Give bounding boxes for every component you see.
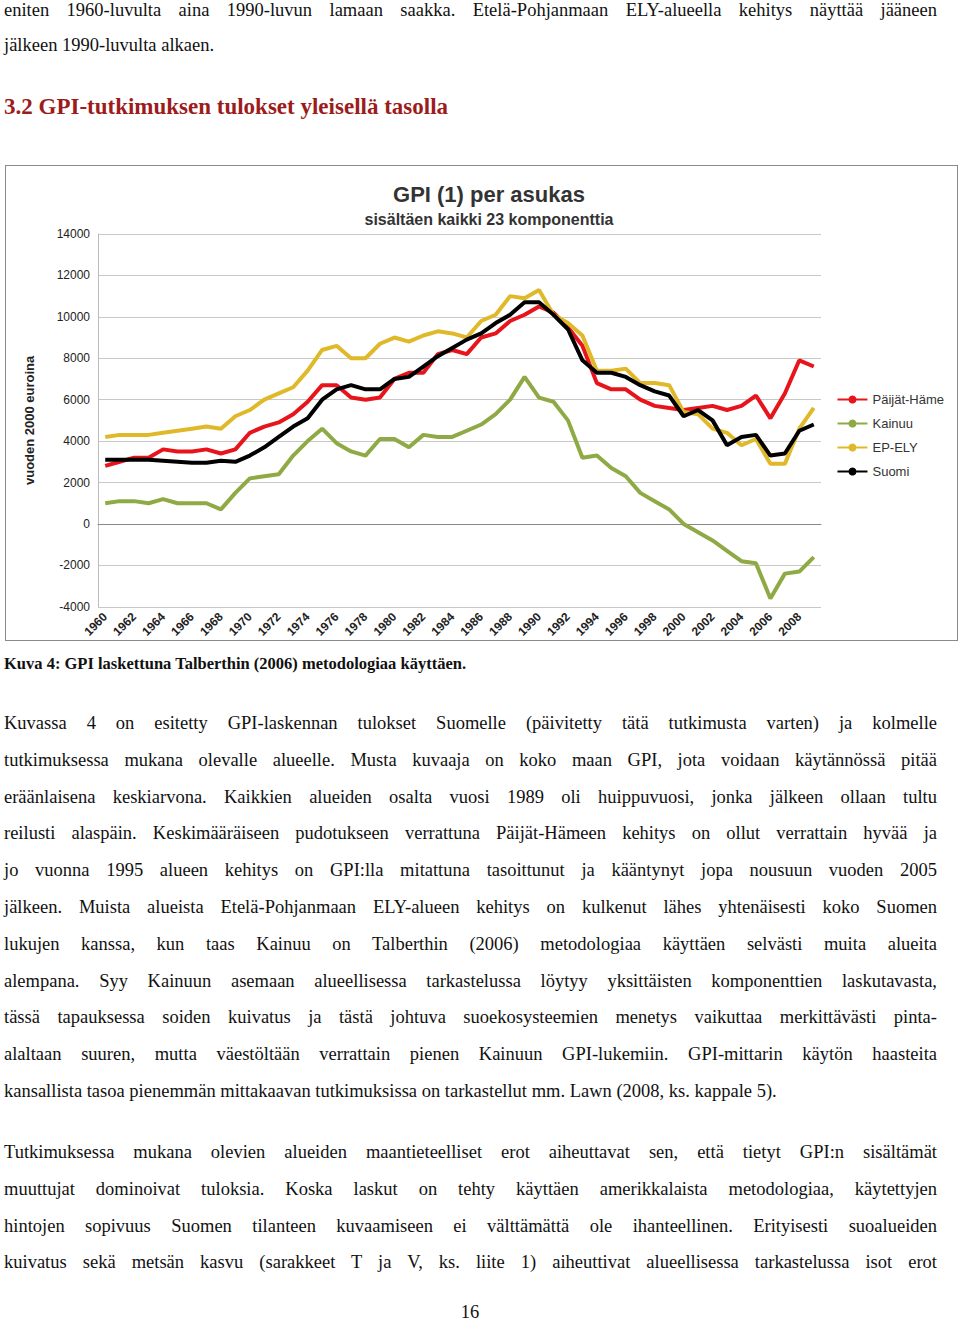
svg-text:1974: 1974 [284,610,313,639]
html-text:reilusti alaspäin. Keskimääräi: reilusti alaspäin. Keskimääräiseen pudot… [4,823,937,844]
html-text:Kuva 4: GPI laskettuna Talbert: Kuva 4: GPI laskettuna Talberthin (2006)… [4,654,466,673]
svg-text:14000: 14000 [57,227,91,241]
svg-text:2000: 2000 [660,610,689,639]
html-text:Kuvassa 4 on esitetty GPI-lask: Kuvassa 4 on esitetty GPI-laskennan tulo… [4,713,937,733]
svg-text:GPI (1) per asukas: GPI (1) per asukas [393,182,585,207]
html-text:jälkeen. Muista alueista Etelä: jälkeen. Muista alueista Etelä-Pohjanmaa… [4,897,937,917]
html-text:tässä tapauksessa soiden kuiva: tässä tapauksessa soiden kuivatus ja täs… [4,1007,937,1028]
svg-text:1984: 1984 [428,610,457,639]
html-text:eräänlaisena keskiarvona. Kaik: eräänlaisena keskiarvona. Kaikkien aluei… [4,786,937,807]
svg-text:10000: 10000 [57,310,91,324]
svg-text:1996: 1996 [602,610,631,639]
svg-text:1992: 1992 [544,610,573,639]
svg-text:1972: 1972 [255,610,284,639]
svg-text:8000: 8000 [63,351,90,365]
svg-text:4000: 4000 [63,434,90,448]
svg-text:1990: 1990 [515,610,544,639]
svg-text:1968: 1968 [197,610,226,639]
svg-text:2006: 2006 [747,610,776,639]
svg-text:2004: 2004 [718,610,747,639]
svg-text:EP-ELY: EP-ELY [872,440,918,455]
html-text:alaltaan suuren, mutta väestöl: alaltaan suuren, mutta väestöltään verra… [4,1044,937,1065]
svg-text:1978: 1978 [342,610,371,639]
svg-text:Kainuu: Kainuu [872,416,912,431]
html-text:kansallista tasoa pienemmän mi: kansallista tasoa pienemmän mittakaavan … [4,1081,777,1101]
html-text:alempana. Syy Kainuun asemaan: alempana. Syy Kainuun asemaan alueellise… [4,970,937,991]
svg-text:2008: 2008 [776,610,805,639]
html-text:hintojen sopivuus Suomen tilan: hintojen sopivuus Suomen tilanteen kuvaa… [4,1215,937,1236]
svg-text:1988: 1988 [486,610,515,639]
html-text:16: 16 [460,1302,480,1322]
html-text:tutkimuksessa mukana olevalle: tutkimuksessa mukana olevalle alueelle. … [4,749,937,770]
html-text:kuivatus sekä metsän kasvu (sa: kuivatus sekä metsän kasvu (sarakkeet T … [4,1252,937,1273]
svg-text:2000: 2000 [63,476,90,490]
svg-text:1960: 1960 [81,610,110,639]
svg-text:-2000: -2000 [59,558,90,572]
html-text:Tutkimuksessa mukana olevien a: Tutkimuksessa mukana olevien alueiden ma… [4,1142,937,1162]
svg-text:6000: 6000 [63,393,90,407]
html-text:3.2 GPI-tutkimuksen tulokset y: 3.2 GPI-tutkimuksen tulokset yleisellä t… [4,94,449,119]
svg-text:1970: 1970 [226,610,255,639]
svg-text:1964: 1964 [139,610,168,639]
svg-text:1976: 1976 [313,610,342,639]
html-text:jälkeen 1990-luvulta alkaen.: jälkeen 1990-luvulta alkaen. [4,35,215,55]
svg-text:12000: 12000 [57,268,91,282]
svg-text:2002: 2002 [689,610,718,639]
svg-text:0: 0 [83,517,90,531]
svg-text:1994: 1994 [573,610,602,639]
html-text:lukujen kanssa, kun taas Kainu: lukujen kanssa, kun taas Kainuu on Talbe… [4,933,937,954]
svg-text:1962: 1962 [110,610,139,639]
html-text:eniten 1960-luvulta aina 1990-: eniten 1960-luvulta aina 1990-luvun lama… [4,0,937,20]
svg-text:1986: 1986 [457,610,486,639]
svg-text:1982: 1982 [400,610,429,639]
svg-text:1980: 1980 [371,610,400,639]
html-text:muuttujat dominoivat tuloksia.: muuttujat dominoivat tuloksia. Koska las… [4,1178,937,1199]
svg-text:Päijät-Häme: Päijät-Häme [872,392,944,407]
svg-text:Suomi: Suomi [872,464,909,479]
svg-text:1966: 1966 [168,610,197,639]
html-text:jo vuonna 1995 alueen kehitys: jo vuonna 1995 alueen kehitys on GPI:lla… [4,860,937,881]
svg-text:1998: 1998 [631,610,660,639]
svg-text:vuoden 2000 euroina: vuoden 2000 euroina [22,355,37,485]
svg-text:-4000: -4000 [59,600,90,614]
svg-text:sisältäen kaikki 23 komponentt: sisältäen kaikki 23 komponenttia [365,211,614,228]
